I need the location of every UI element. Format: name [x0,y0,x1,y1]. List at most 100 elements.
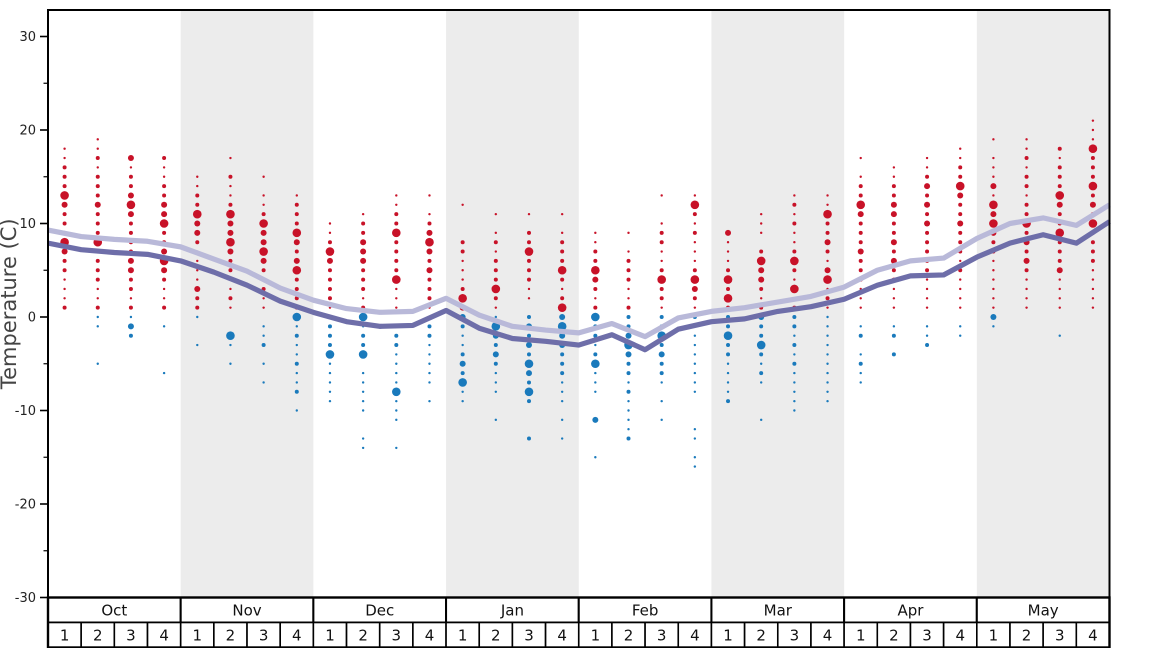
warm-temp-dot [62,221,67,226]
warm-temp-dot [326,257,333,264]
warm-temp-dot [62,212,67,217]
cold-temp-dot [959,325,962,328]
cold-temp-dot [627,428,630,431]
warm-temp-dot [660,306,663,309]
warm-temp-dot [858,221,863,226]
cold-temp-dot [295,371,298,375]
warm-temp-dot [1090,156,1095,161]
cold-temp-dot [560,399,564,403]
warm-temp-dot [128,184,133,189]
warm-temp-dot [494,212,498,216]
cold-temp-dot [560,381,564,384]
warm-temp-dot [228,202,233,207]
warm-temp-dot [96,287,99,291]
warm-temp-dot [62,258,67,263]
cold-temp-dot [460,371,465,376]
warm-temp-dot [992,306,995,309]
week-number-label: 2 [226,627,236,645]
warm-temp-dot [229,194,232,197]
warm-temp-dot [95,184,100,189]
cold-temp-dot [428,353,431,356]
warm-temp-dot [394,268,399,273]
warm-temp-dot [262,203,265,206]
week-cell [1075,621,1111,648]
warm-temp-dot [659,230,664,235]
cold-temp-dot [693,343,697,347]
warm-temp-dot [1024,174,1029,179]
week-cell [611,621,646,648]
cold-temp-dot [726,362,730,365]
cold-temp-dot [858,333,863,338]
warm-temp-dot [361,230,366,235]
warm-temp-dot [62,305,67,310]
warm-temp-dot [195,305,200,310]
warm-temp-dot [293,239,300,246]
warm-temp-dot [128,277,133,282]
warm-temp-dot [94,201,101,208]
warm-temp-dot [325,247,335,256]
warm-temp-dot [891,193,896,198]
warm-temp-dot [460,249,465,254]
cold-temp-dot [295,353,298,356]
warm-temp-dot [458,294,467,303]
cold-temp-dot [591,359,600,369]
week-cell [743,621,779,648]
week-cell [146,621,182,648]
cold-temp-dot [295,409,298,412]
warm-temp-dot [195,202,200,207]
week-cell [909,621,945,648]
warm-temp-dot [61,201,68,208]
warm-temp-dot [992,194,995,197]
warm-temp-dot [693,241,697,244]
cold-temp-dot [96,325,99,328]
warm-temp-dot [327,268,332,273]
week-number-label: 4 [557,627,567,645]
warm-temp-dot [493,277,498,282]
warm-temp-dot [259,219,268,228]
cold-temp-dot [428,381,431,384]
warm-temp-dot [759,297,763,300]
cold-temp-dot [826,399,829,403]
cold-temp-dot [726,390,730,393]
cold-temp-dot [361,390,365,393]
cold-temp-dot [559,314,566,320]
cold-temp-dot [525,342,532,349]
week-number-label: 3 [790,627,800,645]
warm-temp-dot [891,249,896,254]
warm-temp-dot [925,230,930,235]
warm-temp-dot [229,287,232,291]
warm-temp-dot [793,278,796,281]
cold-temp-dot [526,315,531,319]
cold-temp-dot [294,361,299,366]
cold-temp-dot [196,315,199,319]
warm-temp-dot [792,268,797,273]
warm-temp-dot [792,202,797,207]
warm-temp-dot [162,230,167,235]
cold-temp-dot [726,343,731,348]
warm-temp-dot [1057,249,1062,254]
warm-temp-dot [196,175,199,178]
warm-temp-dot [692,268,697,273]
warm-temp-dot [95,156,100,161]
warm-temp-dot [925,297,929,300]
cold-temp-dot [460,352,465,357]
warm-temp-dot [1058,306,1061,309]
month-band-jan [446,10,579,598]
cold-temp-dot [328,390,332,393]
y-tick-label: -10 [15,404,36,419]
cold-temp-dot [826,334,829,337]
warm-temp-dot [294,286,299,291]
warm-temp-dot [1090,174,1095,179]
warm-temp-dot [693,259,697,263]
warm-temp-dot [1025,297,1028,300]
cold-temp-dot [361,371,365,375]
cold-temp-dot [859,371,862,375]
warm-temp-dot [162,287,166,291]
warm-temp-dot [128,230,133,235]
warm-temp-dot [63,287,66,291]
cold-temp-dot [626,436,631,441]
warm-temp-dot [892,166,896,169]
warm-temp-dot [723,275,733,284]
warm-temp-dot [891,184,896,189]
week-cell [312,621,348,648]
